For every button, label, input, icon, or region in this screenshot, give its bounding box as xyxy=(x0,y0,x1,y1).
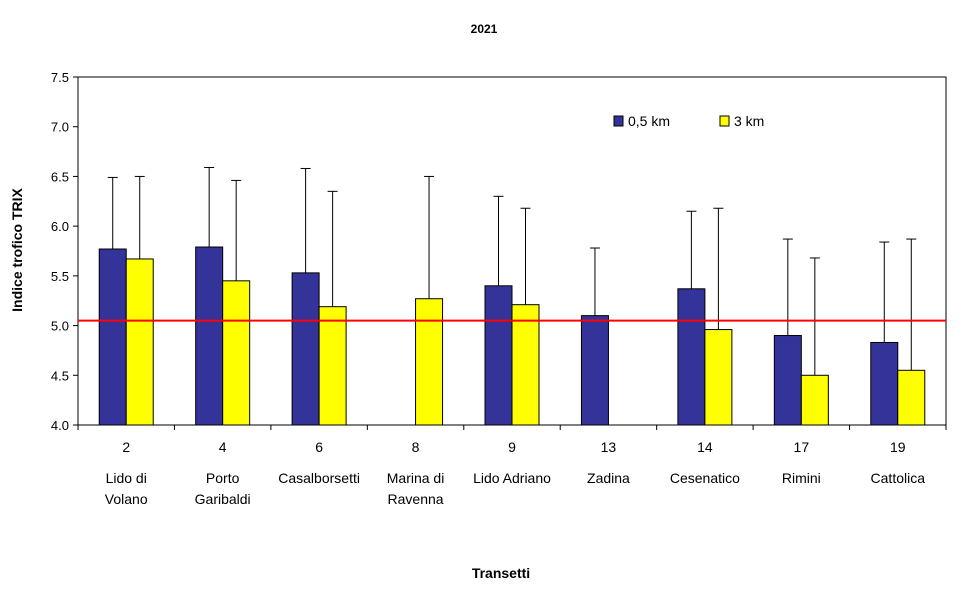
legend-swatch xyxy=(719,115,730,127)
category-name: Cattolica xyxy=(871,470,926,486)
bar-near xyxy=(580,315,609,426)
bar-far xyxy=(222,280,251,426)
legend-label: 0,5 km xyxy=(628,113,670,129)
category-name: Marina di xyxy=(387,470,445,486)
y-tick-label: 7.0 xyxy=(51,120,69,135)
x-tick-label: 8 xyxy=(412,439,420,455)
x-axis-label: Transetti xyxy=(472,565,530,581)
bar-near xyxy=(195,246,224,426)
error-bars xyxy=(107,166,917,376)
chart-title: 2021 xyxy=(471,22,498,36)
x-tick-label: 14 xyxy=(697,439,713,455)
y-tick-label: 7.5 xyxy=(51,70,69,85)
y-tick-label: 4.0 xyxy=(51,418,69,433)
x-tick-label: 19 xyxy=(890,439,906,455)
category-name: Rimini xyxy=(782,470,821,486)
y-tick-label: 5.0 xyxy=(51,319,69,334)
category-name: Ravenna xyxy=(388,491,444,507)
bar-far xyxy=(800,374,829,426)
x-tick-label: 17 xyxy=(794,439,810,455)
y-tick-label: 6.5 xyxy=(51,169,69,184)
y-tick-label: 6.0 xyxy=(51,219,69,234)
category-name: Casalborsetti xyxy=(278,470,360,486)
bar-far xyxy=(415,298,444,426)
legend: 0,5 km 3 km xyxy=(613,113,764,129)
category-name: Lido Adriano xyxy=(473,470,551,486)
x-tick-label: 9 xyxy=(508,439,516,455)
y-axis-label: Indice trofico TRIX xyxy=(9,188,25,312)
category-name: Zadina xyxy=(587,470,630,486)
category-name: Lido di xyxy=(106,470,147,486)
bar-near xyxy=(291,272,320,426)
bar-near xyxy=(98,248,127,426)
x-tick-label: 2 xyxy=(122,439,130,455)
x-tick-label: 13 xyxy=(601,439,617,455)
x-axis: 2 Lido di Volano 4 Porto Garibaldi 6 Casalborse… xyxy=(77,425,947,507)
bar-near xyxy=(484,285,513,426)
category-name: Cesenatico xyxy=(670,470,740,486)
category-name: Porto xyxy=(206,470,240,486)
x-tick-label: 4 xyxy=(219,439,227,455)
bar-far xyxy=(704,329,733,426)
bar-far xyxy=(511,304,540,426)
legend-label: 3 km xyxy=(734,113,764,129)
bar-near xyxy=(773,335,802,426)
category-name: Volano xyxy=(105,491,148,507)
bar-near xyxy=(677,288,706,426)
y-axis: 4.0 4.5 5.0 5.5 6.0 6.5 7.0 7.5 xyxy=(51,70,78,433)
y-tick-label: 4.5 xyxy=(51,368,69,383)
bar-far xyxy=(897,369,926,426)
y-tick-label: 5.5 xyxy=(51,269,69,284)
x-tick-label: 6 xyxy=(315,439,323,455)
legend-swatch xyxy=(613,115,624,127)
bar-near xyxy=(870,341,899,426)
category-name: Garibaldi xyxy=(195,491,251,507)
bars xyxy=(98,246,926,426)
bar-far xyxy=(318,306,347,426)
bar-far xyxy=(125,258,154,426)
